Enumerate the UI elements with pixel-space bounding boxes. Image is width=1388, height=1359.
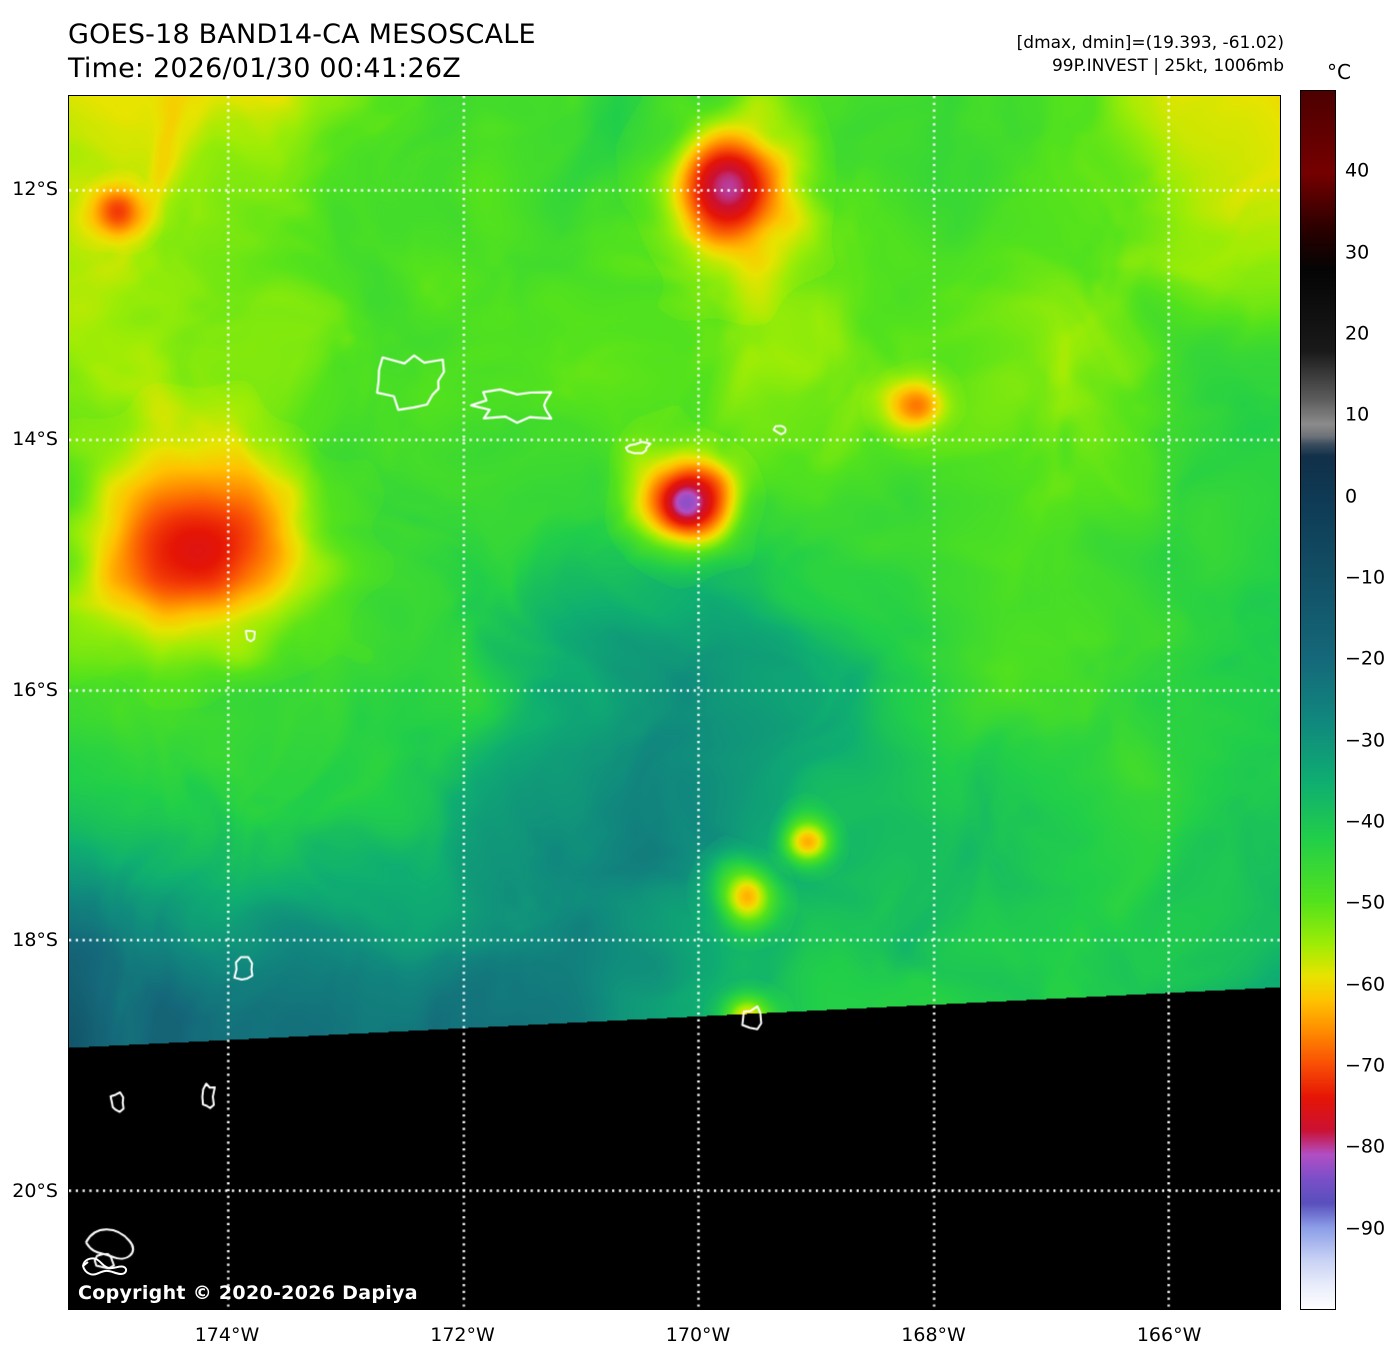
lon-tick-label-0: 174°W <box>194 1324 260 1346</box>
colorbar-tick-3: 10 <box>1345 403 1370 426</box>
colorbar-tick-12: −80 <box>1345 1135 1386 1158</box>
lon-tick-label-4: 166°W <box>1136 1324 1202 1346</box>
colorbar-tick-11: −70 <box>1345 1054 1386 1077</box>
lat-tick-label-4: 20°S <box>12 1180 58 1202</box>
lat-tick-label-1: 14°S <box>12 428 58 451</box>
colorbar-tick-5: −10 <box>1345 566 1386 589</box>
colorbar-tick-9: −50 <box>1345 891 1386 914</box>
colorbar-tick-0: 40 <box>1345 159 1370 182</box>
coastline-glyph-decoration <box>78 1252 138 1280</box>
time-label: Time: 2026/01/30 00:41:26Z <box>68 53 461 84</box>
title-block: GOES-18 BAND14-CA MESOSCALE Time: 2026/0… <box>68 18 536 86</box>
colorbar-tick-8: −40 <box>1345 810 1386 833</box>
colorbar-tick-6: −20 <box>1345 647 1386 670</box>
lon-tick-label-2: 170°W <box>665 1324 731 1346</box>
page-title: GOES-18 BAND14-CA MESOSCALE <box>68 19 536 50</box>
colorbar-tick-10: −60 <box>1345 973 1386 996</box>
colorbar-tick-7: −30 <box>1345 729 1386 752</box>
colorbar-tick-13: −90 <box>1345 1217 1386 1240</box>
colorbar-tick-4: 0 <box>1345 485 1358 508</box>
colorbar-unit-label: °C <box>1327 60 1351 84</box>
infrared-brightness-temperature-raster <box>69 96 1280 1309</box>
lon-tick-label-3: 168°W <box>901 1324 966 1346</box>
colorbar-tick-2: 20 <box>1345 322 1370 345</box>
lat-tick-label-3: 18°S <box>12 929 58 952</box>
dmax-dmin-label: [dmax, dmin]=(19.393, -61.02) <box>1016 33 1284 53</box>
colorbar-gradient <box>1301 91 1335 1309</box>
satellite-image-plot[interactable] <box>68 95 1281 1310</box>
copyright-label: Copyright © 2020-2026 Dapiya <box>78 1282 418 1304</box>
storm-info-label: 99P.INVEST | 25kt, 1006mb <box>1051 56 1284 76</box>
lat-tick-label-2: 16°S <box>12 678 58 701</box>
annotation-block: [dmax, dmin]=(19.393, -61.02) 99P.INVEST… <box>1017 32 1284 78</box>
lon-tick-label-1: 172°W <box>430 1324 495 1346</box>
colorbar[interactable] <box>1300 90 1336 1310</box>
colorbar-tick-1: 30 <box>1345 241 1370 264</box>
lat-tick-label-0: 12°S <box>12 177 58 200</box>
